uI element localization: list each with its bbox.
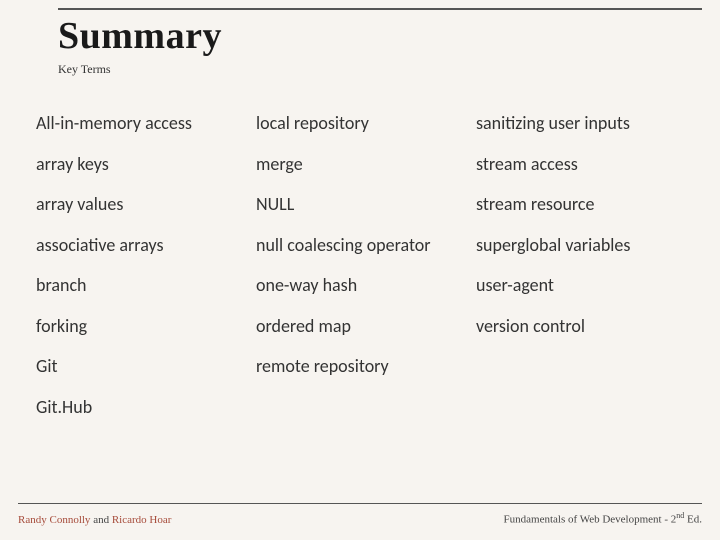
term-item: NULL — [256, 193, 476, 216]
term-item: Git — [36, 355, 256, 378]
author-last: Hoar — [149, 514, 171, 526]
term-item: forking — [36, 315, 256, 338]
footer-authors: Randy Connolly and Ricardo Hoar — [18, 514, 171, 526]
footer-book: Fundamentals of Web Development - 2nd Ed… — [504, 511, 702, 526]
slide: Summary Key Terms All-in-memory access a… — [0, 0, 720, 540]
term-item: local repository — [256, 112, 476, 135]
term-item: branch — [36, 274, 256, 297]
author-last: Connolly — [49, 514, 90, 526]
term-item: sanitizing user inputs — [476, 112, 696, 135]
term-item: stream access — [476, 153, 696, 176]
page-subtitle: Key Terms — [58, 62, 111, 77]
term-item: associative arrays — [36, 234, 256, 257]
term-item: user-agent — [476, 274, 696, 297]
term-item: one-way hash — [256, 274, 476, 297]
terms-col-2: local repository merge NULL null coalesc… — [256, 112, 476, 436]
footer-book-post: Ed. — [684, 514, 702, 526]
terms-columns: All-in-memory access array keys array va… — [36, 112, 696, 436]
author-first: Ricardo — [112, 514, 147, 526]
term-item: stream resource — [476, 193, 696, 216]
terms-col-3: sanitizing user inputs stream access str… — [476, 112, 696, 436]
term-item: All-in-memory access — [36, 112, 256, 135]
author-first: Randy — [18, 514, 47, 526]
footer-book-pre: Fundamentals of Web Development - 2 — [504, 514, 677, 526]
term-item: version control — [476, 315, 696, 338]
term-item: null coalescing operator — [256, 234, 476, 257]
term-item: superglobal variables — [476, 234, 696, 257]
terms-col-1: All-in-memory access array keys array va… — [36, 112, 256, 436]
term-item: ordered map — [256, 315, 476, 338]
footer-and: and — [90, 514, 111, 526]
footer-rule — [18, 503, 702, 504]
term-item: remote repository — [256, 355, 476, 378]
term-item: merge — [256, 153, 476, 176]
term-item: array keys — [36, 153, 256, 176]
page-title: Summary — [58, 14, 222, 58]
term-item: array values — [36, 193, 256, 216]
term-item: Git.Hub — [36, 396, 256, 419]
top-rule — [58, 8, 702, 10]
